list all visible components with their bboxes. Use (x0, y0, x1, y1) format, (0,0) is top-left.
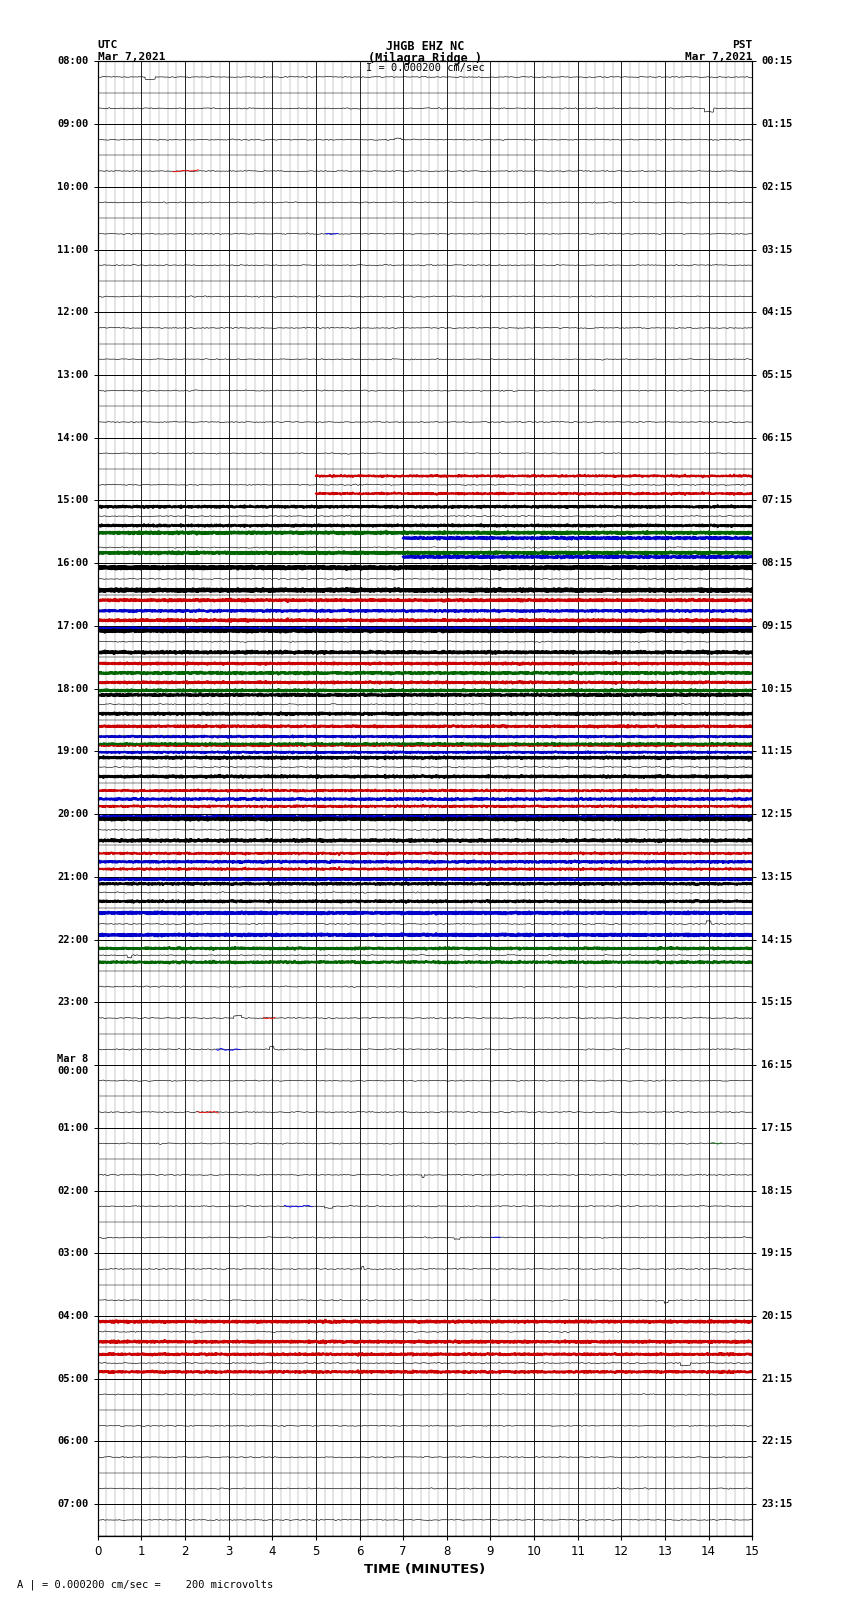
Text: Mar 7,2021: Mar 7,2021 (685, 52, 752, 61)
Text: A | = 0.000200 cm/sec =    200 microvolts: A | = 0.000200 cm/sec = 200 microvolts (17, 1579, 273, 1590)
Text: (Milagra Ridge ): (Milagra Ridge ) (368, 52, 482, 65)
X-axis label: TIME (MINUTES): TIME (MINUTES) (365, 1563, 485, 1576)
Text: PST: PST (732, 40, 752, 50)
Text: I = 0.000200 cm/sec: I = 0.000200 cm/sec (366, 63, 484, 73)
Text: UTC: UTC (98, 40, 118, 50)
Text: Mar 7,2021: Mar 7,2021 (98, 52, 165, 61)
Text: JHGB EHZ NC: JHGB EHZ NC (386, 40, 464, 53)
